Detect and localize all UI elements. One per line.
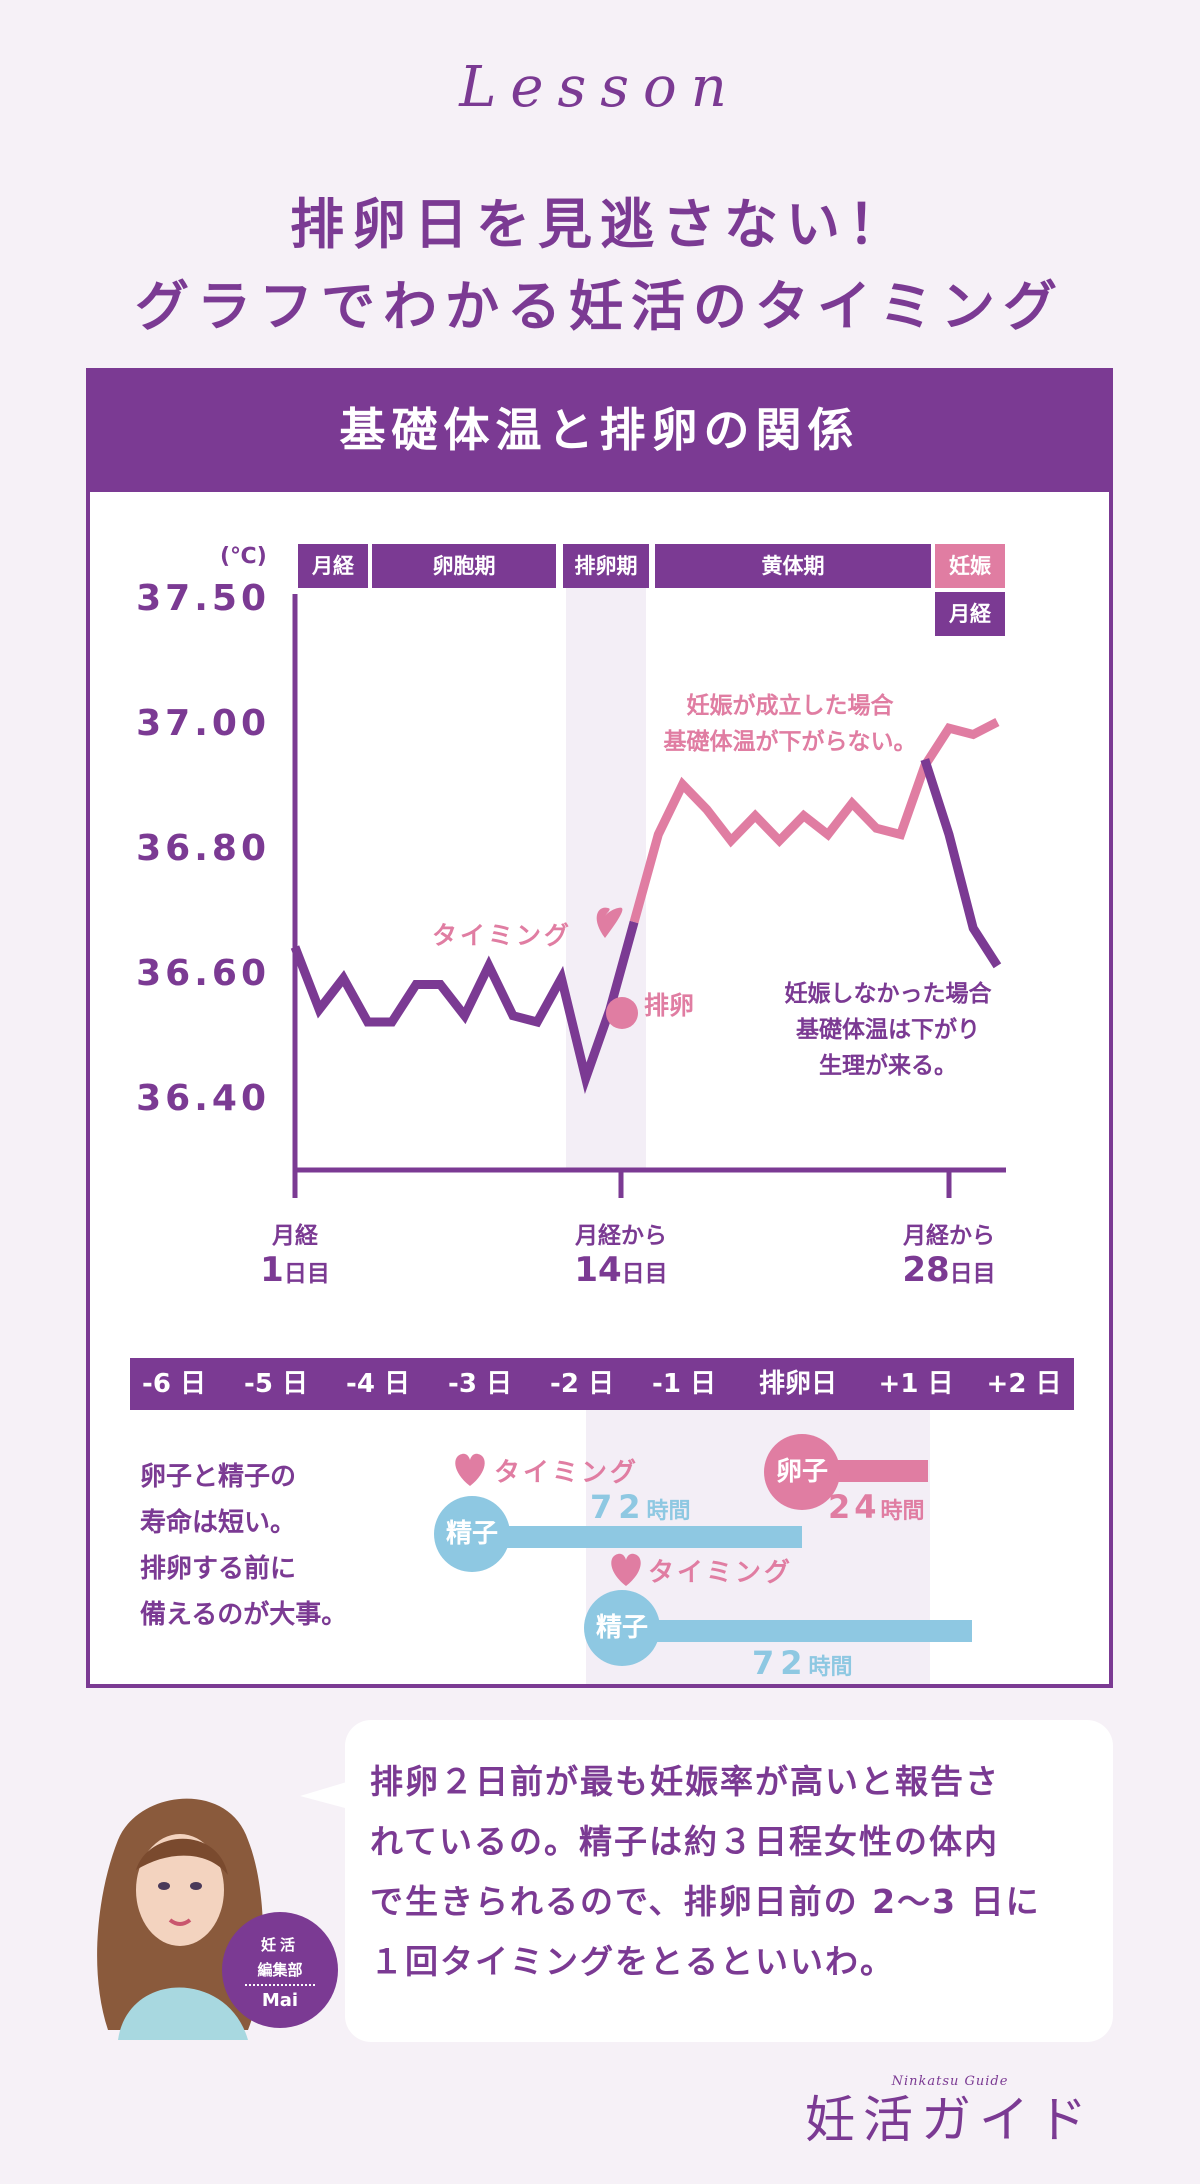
sperm-circle-2: 精子 — [584, 1590, 660, 1666]
ovulation-band — [566, 584, 646, 1170]
pregnant-note: 妊娠が成立した場合 基礎体温が下がらない。 — [663, 693, 917, 755]
phase-menstruation: 月経 — [298, 544, 368, 588]
phase-luteal: 黄体期 — [655, 544, 931, 588]
day-bar — [130, 1358, 1074, 1410]
sperm-bar-1 — [490, 1526, 802, 1548]
day-label: 排卵日 — [758, 1369, 837, 1399]
headline-line-1: 排卵日を見逃さない！ — [290, 193, 910, 256]
speech-bubble — [345, 1720, 1113, 2042]
not-pregnant-note: 妊娠しなかった場合 基礎体温は下がり 生理が来る。 — [784, 981, 992, 1079]
phase-menstruation-next: 月経 — [935, 592, 1005, 636]
avatar — [97, 1798, 263, 2040]
day-label: -2 日 — [550, 1369, 614, 1399]
egg-hours: 24時間 — [828, 1488, 925, 1526]
y-tick-label: 36.60 — [136, 953, 270, 994]
day-label: -3 日 — [448, 1369, 512, 1399]
headline-line-2: グラフでわかる妊活のタイミング — [135, 275, 1065, 338]
sperm-circle-1: 精子 — [434, 1496, 510, 1572]
brand-logo: 妊活ガイド — [805, 2091, 1095, 2149]
phase-pregnancy: 妊娠 — [935, 544, 1005, 588]
x-label-day-14: 月経から 14日目 — [574, 1223, 668, 1290]
sperm-hours-1: 72時間 — [590, 1488, 691, 1526]
ovulation-label: 排卵 — [644, 991, 695, 1020]
day-label: -1 日 — [652, 1369, 716, 1399]
y-unit-label: (℃) — [220, 544, 267, 569]
timing-label-1: タイミング — [494, 1458, 640, 1488]
timing-label: タイミング — [431, 921, 572, 950]
brand-subtitle: Ninkatsu Guide — [891, 2074, 1009, 2089]
timing-label-2: タイミング — [648, 1558, 794, 1588]
day-label: -4 日 — [346, 1369, 410, 1399]
temperature-line-pregnant — [629, 718, 1000, 924]
ovulation-marker — [606, 997, 638, 1029]
temperature-line-not-pregnant — [920, 758, 1002, 969]
x-label-day-28: 月経から 28日目 — [902, 1223, 996, 1290]
sperm-hours-2: 72時間 — [752, 1644, 853, 1682]
heart-icon — [455, 1453, 485, 1486]
temperature-line-follicular — [290, 920, 639, 1094]
day-label: +1 日 — [878, 1369, 954, 1399]
speech-text: 排卵２日前が最も妊娠率が高いと報告さ れているの。精子は約３日程女性の体内 で生… — [370, 1762, 1041, 1981]
y-tick-label: 37.00 — [136, 703, 270, 744]
sperm-bar-2 — [640, 1620, 972, 1642]
y-tick-label: 37.50 — [136, 578, 270, 619]
y-tick-label: 36.80 — [136, 828, 270, 869]
author-badge: 妊活 編集部 Mai — [222, 1912, 338, 2028]
day-label: -5 日 — [244, 1369, 308, 1399]
day-label: -6 日 — [142, 1369, 206, 1399]
y-tick-label: 36.40 — [136, 1078, 270, 1119]
egg-circle: 卵子 — [764, 1434, 840, 1510]
x-label-day-1: 月経 1日目 — [260, 1223, 330, 1290]
phase-ovulation: 排卵期 — [563, 544, 649, 588]
phase-follicular: 卵胞期 — [372, 544, 556, 588]
heart-icon — [596, 907, 623, 938]
lesson-title: Lesson — [459, 55, 741, 120]
day-label: +2 日 — [986, 1369, 1062, 1399]
heart-icon — [611, 1553, 641, 1586]
lifespan-note: 卵子と精子の 寿命は短い。 排卵する前に 備えるのが大事。 — [140, 1462, 348, 1630]
panel-title: 基礎体温と排卵の関係 — [86, 368, 1113, 492]
